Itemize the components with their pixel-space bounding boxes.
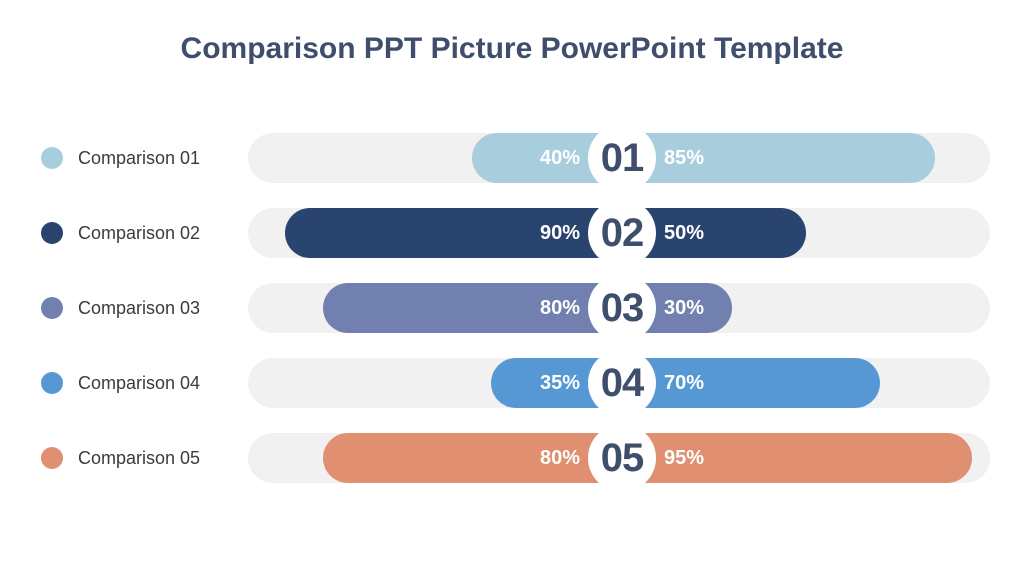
legend-dot [41, 372, 63, 394]
row-label: Comparison 04 [78, 373, 201, 393]
number-label: 02 [600, 210, 644, 255]
number-label: 05 [600, 435, 644, 480]
value-bar [285, 208, 806, 258]
row-label: Comparison 05 [78, 448, 201, 468]
number-label: 01 [600, 135, 644, 180]
bar-track: 90% 50% 02 [248, 199, 990, 267]
number-badge: 04 [588, 349, 656, 417]
legend-dot [41, 222, 63, 244]
comparison-row: Comparison 02 90% 50% 02 [0, 199, 1024, 267]
number-badge: 05 [588, 424, 656, 492]
legend-dot [41, 297, 63, 319]
left-percent-label: 80% [539, 297, 580, 319]
comparison-row: Comparison 01 40% 85% 01 [0, 124, 1024, 192]
right-percent-label: 50% [664, 222, 705, 244]
right-percent-label: 70% [664, 372, 705, 394]
legend-dot [41, 147, 63, 169]
comparison-row: Comparison 05 80% 95% 05 [0, 424, 1024, 492]
row-label: Comparison 03 [78, 298, 201, 318]
bar-track: 35% 70% 04 [248, 349, 990, 417]
number-badge: 02 [588, 199, 656, 267]
number-badge: 01 [588, 124, 656, 192]
left-percent-label: 40% [539, 147, 580, 169]
legend-dot [41, 447, 63, 469]
bar-track: 40% 85% 01 [248, 124, 990, 192]
right-percent-label: 95% [664, 447, 705, 469]
comparison-row: Comparison 03 80% 30% 03 [0, 274, 1024, 342]
number-badge: 03 [588, 274, 656, 342]
row-label: Comparison 02 [78, 223, 201, 243]
left-percent-label: 35% [539, 372, 580, 394]
left-percent-label: 90% [539, 222, 580, 244]
number-label: 04 [600, 360, 644, 405]
value-bar [491, 358, 880, 408]
row-label: Comparison 01 [78, 148, 201, 168]
number-label: 03 [600, 285, 644, 330]
bar-track: 80% 95% 05 [248, 424, 990, 492]
right-percent-label: 30% [664, 297, 705, 319]
value-bar [472, 133, 935, 183]
left-percent-label: 80% [539, 447, 580, 469]
bar-track: 80% 30% 03 [248, 274, 990, 342]
value-bar [322, 283, 733, 333]
right-percent-label: 85% [664, 147, 705, 169]
comparison-row: Comparison 04 35% 70% 04 [0, 349, 1024, 417]
page-title: Comparison PPT Picture PowerPoint Templa… [180, 32, 844, 65]
